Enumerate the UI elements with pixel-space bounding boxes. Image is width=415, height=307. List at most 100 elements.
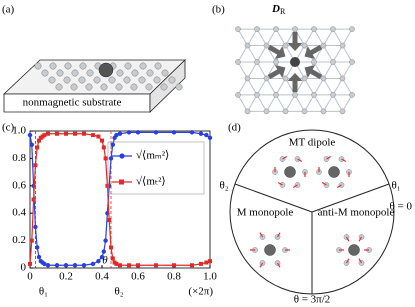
spin-arrow [341, 158, 347, 163]
point [31, 183, 36, 188]
point [199, 261, 203, 266]
atom [48, 76, 56, 84]
atom [263, 75, 270, 82]
point [114, 261, 119, 266]
bond [237, 28, 248, 46]
atom [282, 108, 289, 115]
threshold-label: θ₁ [39, 286, 48, 298]
bond [332, 45, 343, 63]
bond [247, 45, 258, 63]
point [31, 197, 36, 202]
bond [256, 94, 267, 112]
point [114, 132, 119, 138]
y-tick-label: 0.8 [12, 152, 26, 164]
sector-line [234, 183, 313, 213]
bond [247, 28, 258, 46]
atom [78, 76, 86, 84]
atom [56, 69, 64, 77]
panel-label: (a) [2, 4, 15, 16]
atom [320, 75, 327, 82]
point [154, 263, 158, 268]
panel-d: (d) MT dipole M monopole anti-M monopole… [219, 122, 412, 306]
atom [124, 62, 132, 70]
atom [273, 59, 279, 65]
legend-box [107, 141, 205, 195]
atom [292, 92, 298, 98]
bond [285, 28, 296, 46]
atom [311, 26, 317, 32]
atom [273, 92, 279, 98]
point [96, 134, 101, 139]
bond [332, 28, 343, 46]
atom [339, 75, 346, 82]
point [63, 263, 69, 268]
spin-arrow [358, 236, 363, 242]
point [35, 245, 40, 250]
point [101, 145, 106, 150]
atom [79, 62, 87, 70]
spin-arrow [276, 232, 281, 238]
atom [34, 62, 42, 70]
atom [301, 42, 308, 49]
atom [63, 76, 71, 84]
point [204, 132, 209, 138]
atom [244, 75, 251, 82]
bond [285, 94, 296, 112]
point [73, 131, 77, 136]
theta2-label: θ₂ [219, 180, 228, 192]
atom [254, 59, 260, 65]
atom [349, 26, 355, 32]
bond [294, 28, 305, 46]
bond [285, 78, 296, 96]
spin-arrow [336, 184, 342, 189]
atom [330, 26, 336, 32]
point [42, 261, 47, 267]
bond [256, 61, 267, 79]
spin-arrow [276, 262, 281, 268]
series-line [29, 131, 211, 266]
atom [161, 69, 169, 77]
atom [153, 76, 161, 84]
atom [311, 59, 317, 65]
point [127, 263, 131, 268]
y-tick-label: 0.4 [12, 207, 26, 219]
point [33, 224, 38, 230]
atom [41, 69, 49, 77]
point [204, 260, 209, 265]
atom [175, 83, 183, 91]
point [36, 254, 42, 260]
atom [292, 26, 298, 32]
atom [282, 75, 289, 82]
arrow [267, 65, 286, 80]
point [27, 132, 33, 138]
atom [131, 69, 139, 77]
bond [323, 61, 334, 79]
point [35, 145, 40, 150]
atom [49, 62, 57, 70]
bond [266, 94, 277, 112]
point [33, 163, 38, 168]
theta1-label: θ₁ [391, 180, 400, 192]
bond [313, 61, 324, 79]
point [171, 130, 177, 135]
spin-arrow [297, 158, 303, 163]
bond [294, 94, 305, 112]
bond [266, 78, 277, 96]
mt-dipole: MT dipole [289, 137, 336, 149]
spin-arrow [259, 232, 264, 238]
point [101, 249, 107, 254]
point [207, 135, 213, 141]
bond [275, 78, 286, 96]
arrow [287, 32, 303, 51]
atom [138, 76, 146, 84]
atom [139, 62, 147, 70]
x-tick-label: 0.2 [59, 271, 73, 283]
point [189, 130, 195, 135]
atom [70, 83, 78, 91]
point [107, 218, 112, 223]
atom [235, 26, 241, 32]
point [82, 131, 86, 136]
bond [313, 94, 324, 112]
heavy-atom [328, 166, 340, 178]
legend-label: √⟨mₘ²⟩ [136, 150, 169, 162]
